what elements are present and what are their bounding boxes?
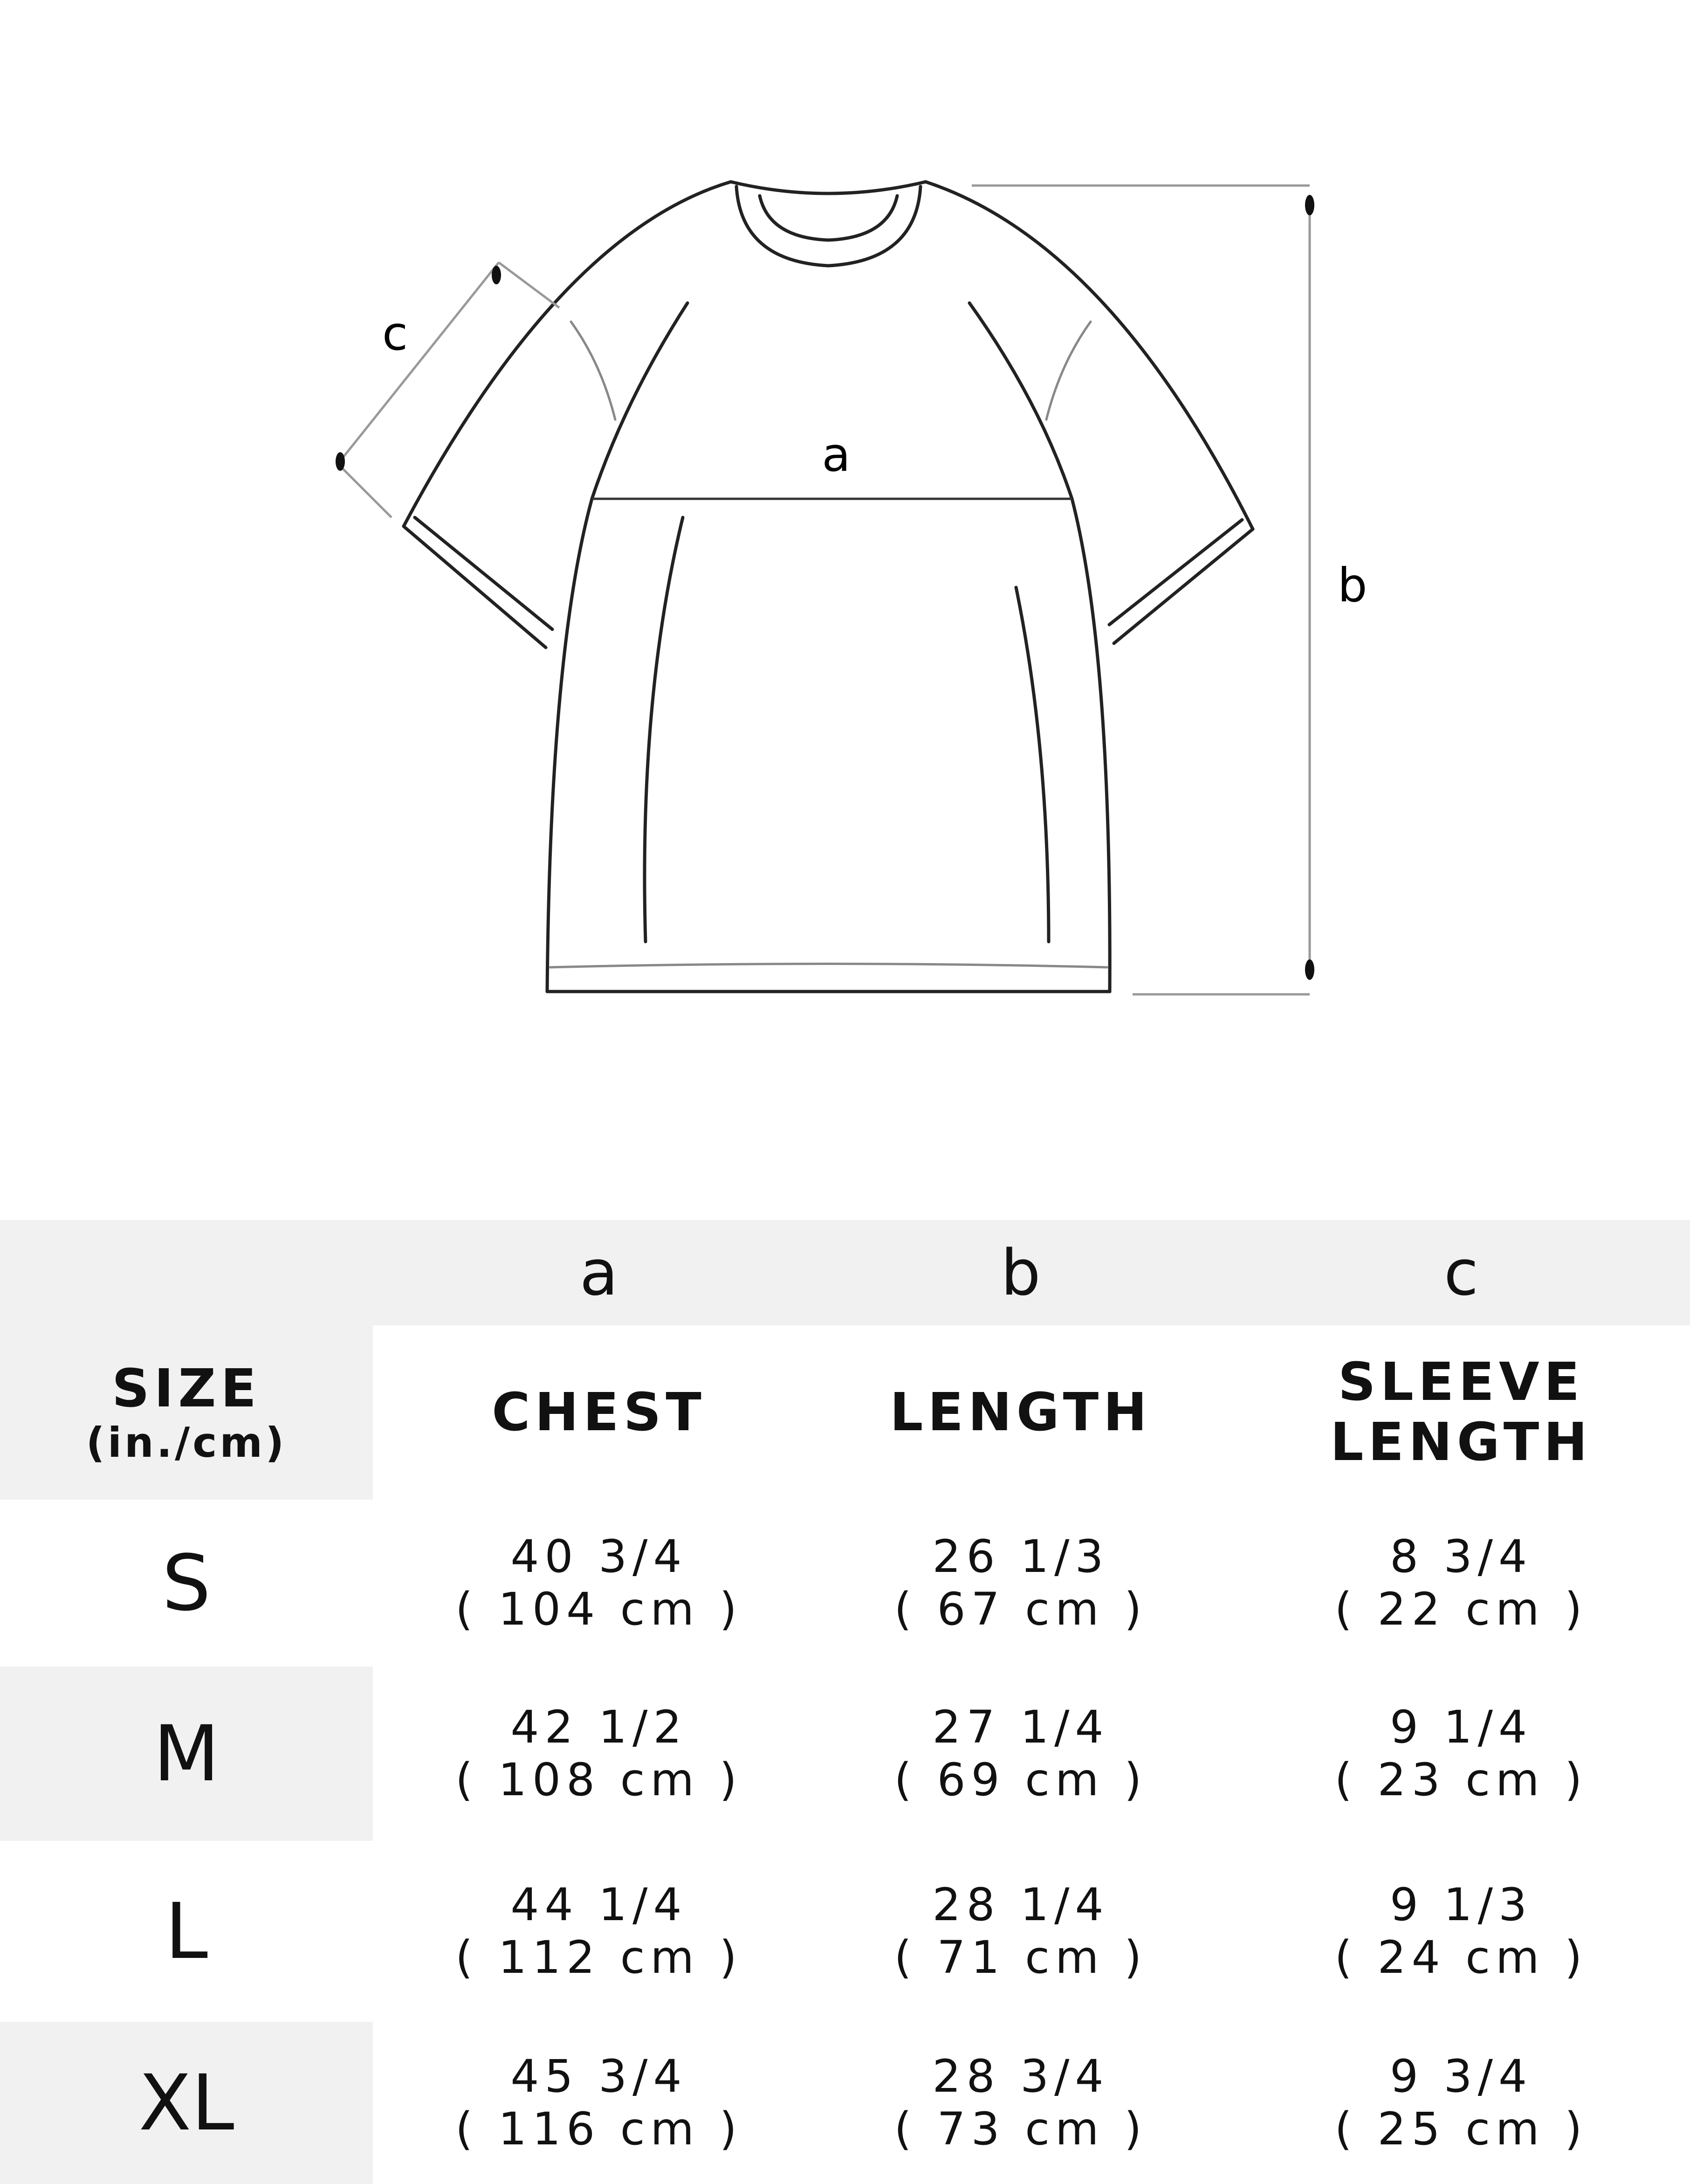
dimension-end-marker — [492, 266, 501, 284]
sleeve-cm: ( 23 cm ) — [1334, 1754, 1588, 1806]
size-cell: L — [165, 1887, 208, 1976]
chest-inches: 45 3/4 — [510, 2050, 687, 2102]
dimension-lines — [337, 184, 1311, 996]
tshirt-diagram: a b c — [336, 180, 1367, 996]
size-cell: XL — [0, 2022, 373, 2184]
length-cm: ( 71 cm ) — [894, 1931, 1147, 1984]
length-inches: 28 1/4 — [932, 1878, 1109, 1931]
label-b: b — [1338, 558, 1367, 613]
sleeve-value-cell: 9 1/4 ( 23 cm ) — [1282, 1667, 1641, 1841]
chest-inches: 42 1/2 — [510, 1701, 687, 1753]
length-inches: 28 3/4 — [932, 2050, 1109, 2102]
length-cm: ( 73 cm ) — [894, 2103, 1147, 2155]
sleeve-inches: 8 3/4 — [1389, 1530, 1533, 1583]
length-inches: 27 1/4 — [932, 1701, 1109, 1753]
chest-value-cell: 40 3/4 ( 104 cm ) — [419, 1500, 778, 1667]
sleeve-value-cell: 9 3/4 ( 25 cm ) — [1282, 2022, 1641, 2184]
sleeve-inches: 9 1/3 — [1389, 1878, 1533, 1931]
size-header: SIZE (in./cm) — [0, 1325, 373, 1500]
sleeve-cm: ( 24 cm ) — [1334, 1931, 1588, 1984]
length-header-label: LENGTH — [890, 1382, 1152, 1443]
column-letter-a: a — [579, 1236, 618, 1309]
chest-value-cell: 44 1/4 ( 112 cm ) — [419, 1841, 778, 2022]
sleeve-value-cell: 9 1/3 ( 24 cm ) — [1282, 1841, 1641, 2022]
sleeve-inches: 9 1/4 — [1389, 1701, 1533, 1753]
size-cell: M — [0, 1667, 373, 1841]
size-cell: S — [162, 1538, 211, 1628]
chest-cm: ( 116 cm ) — [455, 2103, 742, 2155]
dimension-end-marker — [1305, 195, 1314, 215]
size-unit-label: (in./cm) — [86, 1418, 287, 1467]
chest-cm: ( 108 cm ) — [455, 1754, 742, 1806]
tshirt-outline — [402, 180, 1255, 993]
chest-value-cell: 42 1/2 ( 108 cm ) — [419, 1667, 778, 1841]
length-value-cell: 27 1/4 ( 69 cm ) — [841, 1667, 1200, 1841]
sleeve-header-line1: SLEEVE — [1338, 1352, 1585, 1413]
column-letter-b: b — [1001, 1236, 1041, 1309]
length-value-cell: 28 3/4 ( 73 cm ) — [841, 2022, 1200, 2184]
dimension-end-marker — [336, 452, 345, 471]
sleeve-length-header: SLEEVE LENGTH — [1282, 1325, 1641, 1500]
letter-header-row — [0, 1220, 1690, 1325]
sleeve-cm: ( 25 cm ) — [1334, 2103, 1588, 2155]
sleeve-cm: ( 22 cm ) — [1334, 1583, 1588, 1635]
length-cm: ( 69 cm ) — [894, 1754, 1147, 1806]
chest-header: CHEST — [419, 1325, 778, 1500]
length-value-cell: 28 1/4 ( 71 cm ) — [841, 1841, 1200, 2022]
sleeve-value-cell: 8 3/4 ( 22 cm ) — [1282, 1500, 1641, 1667]
length-header: LENGTH — [841, 1325, 1200, 1500]
label-a: a — [822, 427, 850, 482]
length-value-cell: 26 1/3 ( 67 cm ) — [841, 1500, 1200, 1667]
chest-value-cell: 45 3/4 ( 116 cm ) — [419, 2022, 778, 2184]
label-c: c — [382, 306, 408, 361]
length-cm: ( 67 cm ) — [894, 1583, 1147, 1635]
size-header-label: SIZE — [111, 1358, 261, 1419]
chest-inches: 40 3/4 — [510, 1530, 687, 1583]
chest-header-label: CHEST — [492, 1382, 706, 1443]
sleeve-inches: 9 3/4 — [1389, 2050, 1533, 2102]
chest-cm: ( 112 cm ) — [455, 1931, 742, 1984]
dimension-end-marker — [1305, 959, 1314, 980]
chest-cm: ( 104 cm ) — [455, 1583, 742, 1635]
column-letter-c: c — [1443, 1236, 1479, 1309]
chest-inches: 44 1/4 — [510, 1878, 687, 1931]
sleeve-header-line2: LENGTH — [1330, 1412, 1592, 1473]
length-inches: 26 1/3 — [932, 1530, 1109, 1583]
